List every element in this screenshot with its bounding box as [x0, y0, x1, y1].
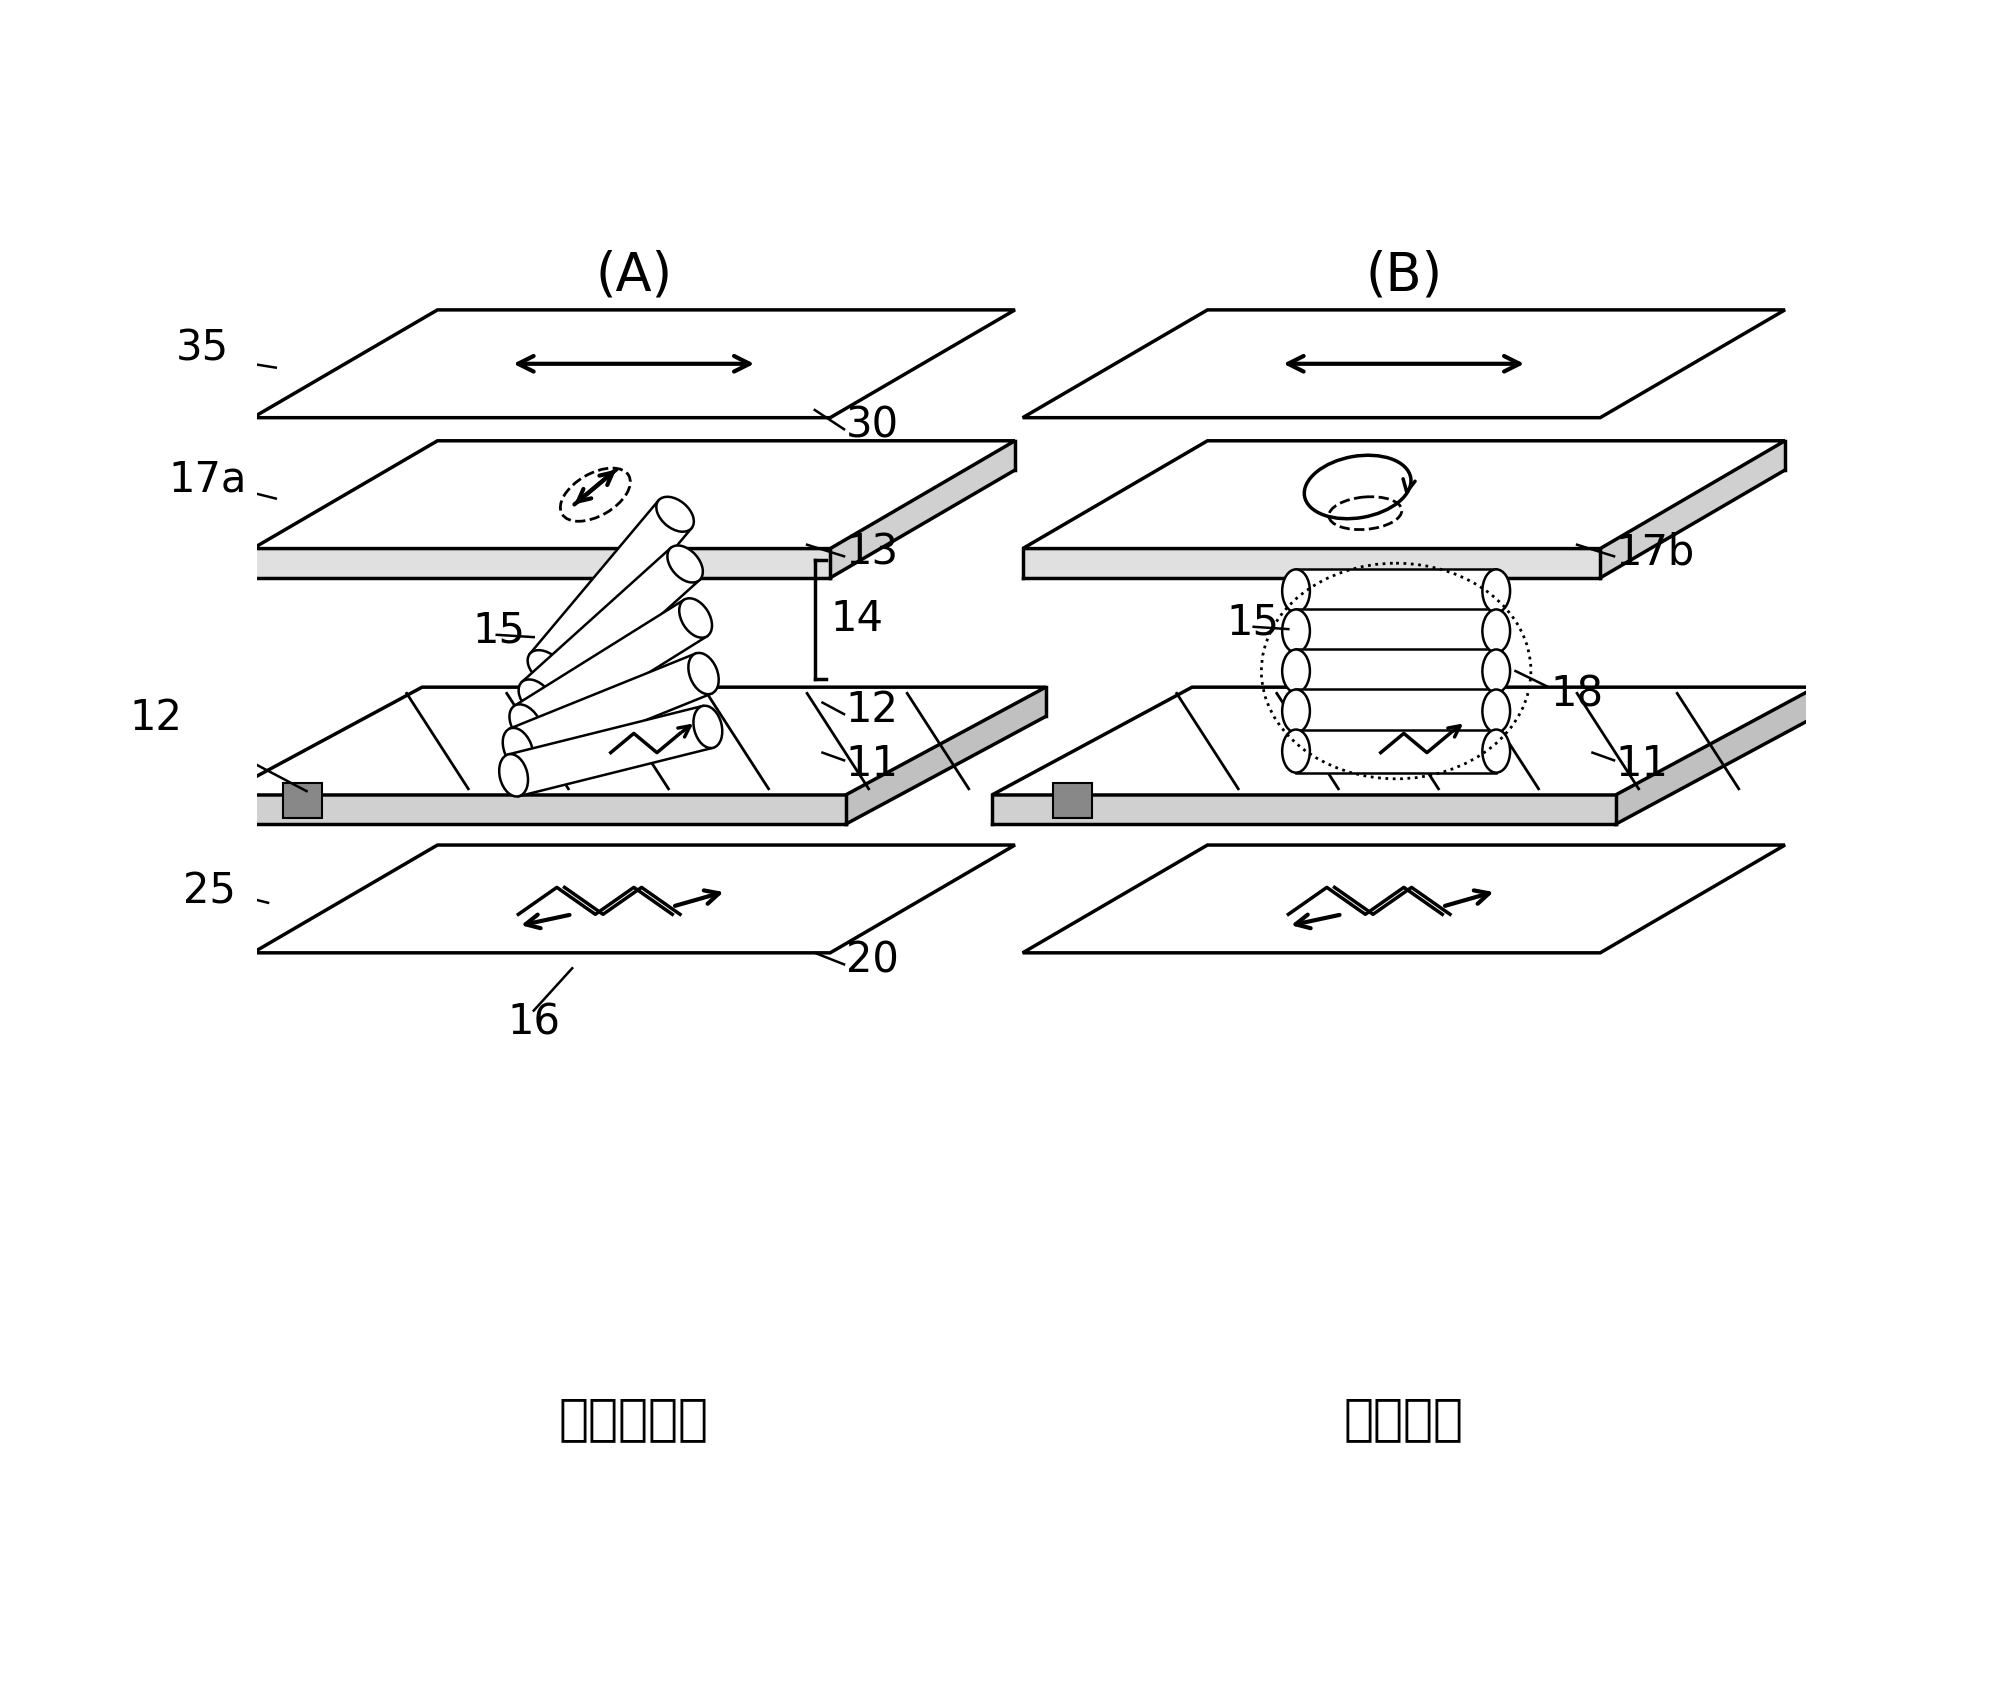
Text: 未施加电压: 未施加电压: [559, 1394, 708, 1443]
Ellipse shape: [509, 704, 541, 744]
Polygon shape: [221, 687, 1046, 795]
Polygon shape: [529, 500, 692, 682]
Polygon shape: [1296, 729, 1497, 773]
Text: 17a: 17a: [167, 458, 245, 500]
Text: 17b: 17b: [1616, 532, 1694, 574]
Ellipse shape: [1282, 650, 1310, 692]
Text: 18: 18: [1549, 674, 1604, 716]
Text: 15: 15: [1227, 601, 1280, 643]
Text: 16: 16: [507, 1000, 559, 1042]
Ellipse shape: [1483, 729, 1511, 773]
Ellipse shape: [527, 650, 565, 685]
Text: 15: 15: [473, 610, 525, 652]
Polygon shape: [254, 310, 1014, 418]
Text: 11: 11: [845, 743, 899, 785]
Polygon shape: [254, 845, 1014, 953]
Polygon shape: [1022, 310, 1785, 418]
Polygon shape: [515, 600, 706, 743]
Ellipse shape: [503, 727, 533, 770]
Ellipse shape: [656, 497, 694, 532]
Ellipse shape: [1282, 729, 1310, 773]
Ellipse shape: [694, 706, 722, 748]
Polygon shape: [845, 687, 1046, 823]
Polygon shape: [521, 547, 700, 714]
Polygon shape: [221, 795, 845, 823]
Ellipse shape: [1304, 455, 1410, 519]
Text: 20: 20: [845, 940, 899, 982]
Polygon shape: [1296, 610, 1497, 652]
Ellipse shape: [1483, 689, 1511, 733]
Text: 12: 12: [129, 697, 183, 739]
Text: 12: 12: [845, 689, 899, 731]
Ellipse shape: [1282, 610, 1310, 652]
Ellipse shape: [1282, 569, 1310, 613]
Polygon shape: [1616, 687, 1815, 823]
Polygon shape: [1600, 441, 1785, 578]
Polygon shape: [1022, 845, 1785, 953]
Polygon shape: [509, 706, 712, 797]
Ellipse shape: [519, 679, 553, 716]
Polygon shape: [254, 549, 831, 578]
Text: 14: 14: [831, 598, 883, 640]
Text: 35: 35: [175, 327, 229, 369]
Polygon shape: [992, 687, 1815, 795]
Text: 30: 30: [845, 404, 899, 446]
Ellipse shape: [668, 546, 702, 583]
Bar: [1054, 783, 1093, 818]
Ellipse shape: [1483, 610, 1511, 652]
Ellipse shape: [1483, 650, 1511, 692]
Text: (A): (A): [596, 249, 672, 301]
Text: (B): (B): [1366, 249, 1443, 301]
Polygon shape: [1022, 549, 1600, 578]
Text: 施加电压: 施加电压: [1344, 1394, 1465, 1443]
Ellipse shape: [1282, 689, 1310, 733]
Polygon shape: [1296, 650, 1497, 692]
Text: 25: 25: [183, 871, 235, 913]
Polygon shape: [509, 653, 712, 768]
Polygon shape: [1296, 689, 1497, 733]
Ellipse shape: [688, 653, 718, 694]
Ellipse shape: [1483, 569, 1511, 613]
Text: 13: 13: [845, 532, 899, 574]
Text: 11: 11: [1616, 743, 1668, 785]
Polygon shape: [992, 795, 1616, 823]
Polygon shape: [1296, 569, 1497, 613]
Polygon shape: [831, 441, 1014, 578]
Ellipse shape: [680, 598, 712, 638]
Ellipse shape: [499, 754, 527, 797]
Polygon shape: [1022, 441, 1785, 549]
Bar: [284, 783, 322, 818]
Polygon shape: [254, 441, 1014, 549]
